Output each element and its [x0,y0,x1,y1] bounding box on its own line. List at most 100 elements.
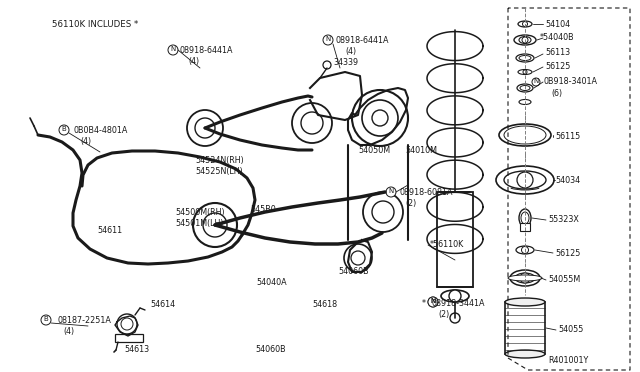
Circle shape [372,110,388,126]
Circle shape [517,172,533,188]
Ellipse shape [496,166,554,194]
Text: N: N [388,188,394,194]
Text: 54500M(RH): 54500M(RH) [175,208,225,217]
Circle shape [450,313,460,323]
Ellipse shape [520,86,530,90]
Text: (4): (4) [80,137,91,146]
Bar [505,302,545,354]
Text: 54618: 54618 [312,300,337,309]
Text: R401001Y: R401001Y [548,356,588,365]
Circle shape [386,187,396,197]
Ellipse shape [519,209,531,227]
Circle shape [523,70,527,74]
Text: 54525N(LH): 54525N(LH) [195,167,243,176]
Text: 34339: 34339 [333,58,358,67]
Circle shape [117,314,137,334]
Text: *56110K: *56110K [430,240,464,249]
Text: 08918-6441A: 08918-6441A [335,36,388,45]
Ellipse shape [504,126,546,144]
Text: 08918-3441A: 08918-3441A [431,299,484,308]
Text: 0B0B4-4801A: 0B0B4-4801A [73,126,127,135]
Circle shape [203,213,227,237]
Circle shape [518,128,532,142]
Ellipse shape [510,270,540,286]
Circle shape [301,112,323,134]
Circle shape [522,22,527,26]
Ellipse shape [519,99,531,105]
Text: 54611: 54611 [97,226,122,235]
Ellipse shape [499,124,551,146]
Text: 54050M: 54050M [358,146,390,155]
Text: 0B918-3401A: 0B918-3401A [544,77,598,86]
Text: 54501M(LH): 54501M(LH) [175,219,223,228]
Text: 54060B: 54060B [338,267,369,276]
Text: 54613: 54613 [124,345,149,354]
Text: (2): (2) [438,310,449,319]
Circle shape [351,251,365,265]
Circle shape [59,125,69,135]
Text: (4): (4) [63,327,74,336]
Circle shape [428,297,438,307]
Ellipse shape [521,212,529,224]
Text: 54060B: 54060B [255,345,285,354]
Text: 54524N(RH): 54524N(RH) [195,156,244,165]
Text: B: B [44,316,49,322]
Ellipse shape [516,54,534,62]
Text: (4): (4) [188,57,199,66]
Circle shape [428,297,438,307]
Circle shape [362,100,398,136]
Circle shape [363,192,403,232]
Text: 54614: 54614 [150,300,175,309]
Text: 54010M: 54010M [405,146,437,155]
Ellipse shape [519,55,531,61]
Circle shape [121,318,133,330]
Text: 55323X: 55323X [548,215,579,224]
Ellipse shape [518,70,532,74]
Text: 54055M: 54055M [548,275,580,284]
Text: N: N [430,298,436,304]
Bar [520,223,530,231]
Text: 54040A: 54040A [256,278,287,287]
Text: (4): (4) [345,47,356,56]
Circle shape [187,110,223,146]
Circle shape [168,45,178,55]
Text: B: B [61,126,67,132]
Ellipse shape [514,35,536,45]
Text: 54055: 54055 [558,325,584,334]
Text: 08187-2251A: 08187-2251A [57,316,111,325]
Circle shape [41,315,51,325]
Circle shape [449,290,461,302]
Text: 54104: 54104 [545,20,570,29]
Circle shape [323,35,333,45]
Circle shape [372,201,394,223]
Ellipse shape [507,128,543,142]
Ellipse shape [441,290,469,302]
Ellipse shape [517,84,533,92]
Circle shape [520,273,530,283]
Text: 56125: 56125 [545,62,570,71]
Text: N: N [533,78,539,84]
Text: 08918-6081A: 08918-6081A [399,188,452,197]
Ellipse shape [505,298,545,306]
Text: (6): (6) [551,89,562,98]
Text: *: * [422,299,426,308]
Circle shape [292,103,332,143]
Ellipse shape [504,171,546,189]
Text: N: N [325,36,331,42]
Text: 545B0: 545B0 [250,205,276,214]
Text: 56113: 56113 [545,48,570,57]
Text: N: N [430,298,436,304]
Ellipse shape [516,246,534,254]
Bar [437,192,473,287]
Bar [115,334,143,342]
Text: 08918-6441A: 08918-6441A [180,46,234,55]
Circle shape [195,118,215,138]
Ellipse shape [505,350,545,358]
Text: (2): (2) [405,199,416,208]
Circle shape [522,247,529,253]
Circle shape [532,78,540,86]
Circle shape [344,244,372,272]
Ellipse shape [508,275,542,281]
Circle shape [193,203,237,247]
Circle shape [323,61,331,69]
